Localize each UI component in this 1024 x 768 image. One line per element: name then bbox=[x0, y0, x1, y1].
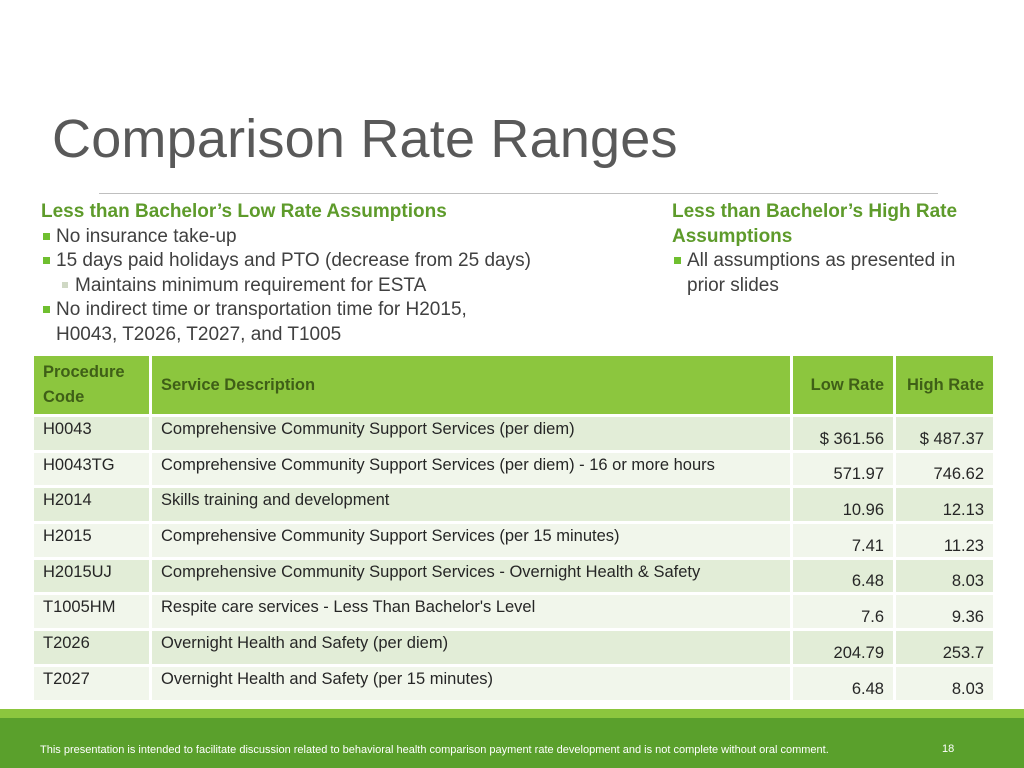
service-description: Comprehensive Community Support Services… bbox=[149, 449, 793, 489]
high-bullet-assumptions: All assumptions as presented in prior sl… bbox=[672, 249, 987, 298]
low-subbullet-esta: Maintains minimum requirement for ESTA bbox=[60, 274, 641, 299]
low-bullet-indirect-time: No indirect time or transportation time … bbox=[41, 298, 526, 347]
procedure-code: T2026 bbox=[31, 628, 152, 667]
procedure-code: H0043TG bbox=[31, 449, 152, 489]
service-description: Overnight Health and Safety (per diem) bbox=[149, 628, 793, 667]
high-rate: 11.23 bbox=[893, 521, 996, 560]
footer-bar bbox=[0, 718, 1024, 768]
high-rate: 8.03 bbox=[893, 663, 996, 703]
low-rate: 7.6 bbox=[790, 592, 896, 632]
procedure-code: H2014 bbox=[31, 485, 152, 525]
high-rate: 12.13 bbox=[893, 485, 996, 525]
header-procedure-code: Procedure Code bbox=[31, 353, 152, 417]
procedure-code: H2015UJ bbox=[31, 556, 152, 596]
header-high-rate: High Rate bbox=[893, 353, 996, 417]
table-row: H0043 Comprehensive Community Support Se… bbox=[31, 414, 996, 453]
service-description: Comprehensive Community Support Services… bbox=[149, 521, 793, 560]
header-low-rate: Low Rate bbox=[790, 353, 896, 417]
header-service-description: Service Description bbox=[149, 353, 793, 417]
title-divider bbox=[99, 193, 938, 194]
table-row: H2015UJ Comprehensive Community Support … bbox=[31, 556, 996, 596]
low-rate-heading: Less than Bachelor’s Low Rate Assumption… bbox=[41, 201, 447, 222]
low-rate: $ 361.56 bbox=[790, 414, 896, 453]
rate-table: Procedure Code Service Description Low R… bbox=[31, 353, 996, 703]
high-rate: 8.03 bbox=[893, 556, 996, 596]
high-rate-heading: Less than Bachelor’s High Rate Assumptio… bbox=[672, 201, 958, 247]
low-rate-assumptions: Less than Bachelor’s Low Rate Assumption… bbox=[41, 200, 641, 347]
low-rate: 7.41 bbox=[790, 521, 896, 560]
service-description: Respite care services - Less Than Bachel… bbox=[149, 592, 793, 632]
footer-disclaimer: This presentation is intended to facilit… bbox=[40, 744, 829, 756]
low-bullet-insurance: No insurance take-up bbox=[41, 225, 641, 250]
low-rate: 204.79 bbox=[790, 628, 896, 667]
table-row: T2027 Overnight Health and Safety (per 1… bbox=[31, 663, 996, 703]
table-row: T1005HM Respite care services - Less Tha… bbox=[31, 592, 996, 632]
service-description: Comprehensive Community Support Services… bbox=[149, 556, 793, 596]
low-rate: 10.96 bbox=[790, 485, 896, 525]
procedure-code: H2015 bbox=[31, 521, 152, 560]
procedure-code: T1005HM bbox=[31, 592, 152, 632]
low-rate: 6.48 bbox=[790, 556, 896, 596]
low-rate: 571.97 bbox=[790, 449, 896, 489]
low-rate: 6.48 bbox=[790, 663, 896, 703]
table-row: H2014 Skills training and development 10… bbox=[31, 485, 996, 525]
high-rate: 746.62 bbox=[893, 449, 996, 489]
high-rate: $ 487.37 bbox=[893, 414, 996, 453]
service-description: Overnight Health and Safety (per 15 minu… bbox=[149, 663, 793, 703]
table-row: T2026 Overnight Health and Safety (per d… bbox=[31, 628, 996, 667]
service-description: Skills training and development bbox=[149, 485, 793, 525]
table-header-row: Procedure Code Service Description Low R… bbox=[31, 353, 996, 417]
slide-title: Comparison Rate Ranges bbox=[52, 109, 678, 169]
procedure-code: H0043 bbox=[31, 414, 152, 453]
high-rate: 253.7 bbox=[893, 628, 996, 667]
service-description: Comprehensive Community Support Services… bbox=[149, 414, 793, 453]
footer-accent-bar bbox=[0, 709, 1024, 718]
table-row: H0043TG Comprehensive Community Support … bbox=[31, 449, 996, 489]
high-rate: 9.36 bbox=[893, 592, 996, 632]
procedure-code: T2027 bbox=[31, 663, 152, 703]
table-row: H2015 Comprehensive Community Support Se… bbox=[31, 521, 996, 560]
low-bullet-pto: 15 days paid holidays and PTO (decrease … bbox=[41, 249, 641, 274]
page-number: 18 bbox=[942, 743, 955, 755]
high-rate-assumptions: Less than Bachelor’s High Rate Assumptio… bbox=[672, 200, 1002, 298]
